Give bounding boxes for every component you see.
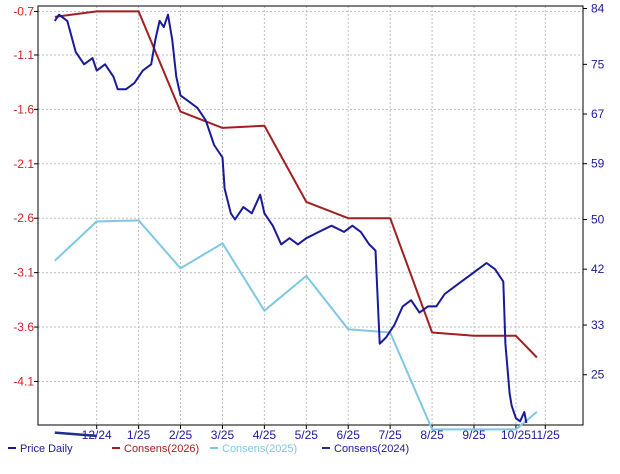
left-axis-tick-label: -0.7 [13,4,34,18]
x-axis-tick-label: 8/25 [420,428,444,442]
legend-label: Consens(2026) [124,443,199,455]
right-axis-tick-label: 33 [591,318,605,332]
legend-label: Consens(2024) [334,443,409,455]
x-axis-tick-label: 3/25 [211,428,235,442]
plot-frame [37,5,584,426]
x-axis-tick-label: 12/24 [82,428,112,442]
series-price-daily [53,13,528,424]
series-consens-2026 [54,10,538,359]
x-axis-tick-label: 9/25 [462,428,486,442]
left-axis-tick-label: -2.6 [13,211,34,225]
series-consens-2024 [54,431,97,438]
right-axis-tick-label: 50 [591,213,605,227]
legend-label: Consens(2025) [222,443,297,455]
right-axis-tick-label: 42 [591,262,605,276]
x-axis-tick-label: 10/25 [501,428,531,442]
x-axis-tick-label: 5/25 [295,428,319,442]
legend-label: Price Daily [20,443,73,455]
left-axis-tick-label: -2.1 [13,157,34,171]
plot-background [38,6,583,425]
x-axis-tick-label: 4/25 [253,428,277,442]
right-axis-tick-label: 59 [591,157,605,171]
right-axis-tick-label: 75 [591,57,605,71]
x-axis-tick-label: 2/25 [169,428,193,442]
series-consens-2025 [54,219,538,431]
x-axis-tick-label: 7/25 [378,428,402,442]
x-axis-tick-label: 11/25 [531,428,560,442]
x-axis-tick-label: 1/25 [127,428,151,442]
left-axis-tick-label: -3.1 [13,266,34,280]
left-axis-tick-label: -1.1 [13,48,34,62]
right-axis-tick-label: 25 [591,368,605,382]
right-axis-tick-label: 67 [591,107,605,121]
x-axis-tick-label: 6/25 [337,428,361,442]
right-axis-tick-label: 84 [591,1,605,15]
left-axis-tick-label: -3.6 [13,320,34,334]
left-axis-tick-label: -4.1 [13,374,34,388]
left-axis-tick-label: -1.6 [13,102,34,116]
